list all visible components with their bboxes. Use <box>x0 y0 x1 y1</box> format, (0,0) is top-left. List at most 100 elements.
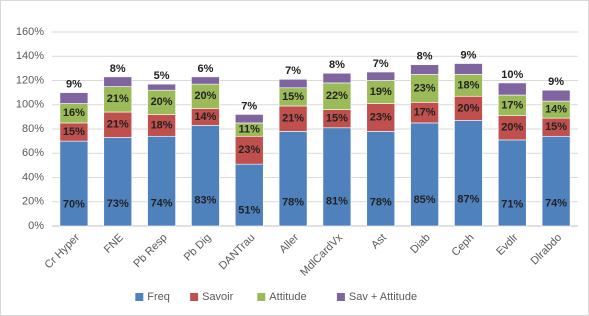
data-label: 8% <box>110 63 126 75</box>
legend-label: Savoir <box>202 291 234 303</box>
legend-label: Freq <box>147 291 170 303</box>
data-label: 7% <box>241 100 257 112</box>
y-tick-label: 140% <box>16 50 44 62</box>
data-label: 14% <box>545 104 567 116</box>
bar-segment <box>497 139 527 227</box>
bar-segment <box>147 89 176 115</box>
data-label: 15% <box>545 121 567 133</box>
bar-segment <box>103 86 133 113</box>
data-label: 23% <box>370 111 392 123</box>
legend-label: Sav + Attitude <box>349 291 417 303</box>
bar-segment <box>541 135 571 227</box>
bar-segment <box>454 120 483 227</box>
data-label: 8% <box>329 59 345 71</box>
bar-segment <box>322 72 352 84</box>
data-label: 21% <box>107 119 129 131</box>
data-label: 7% <box>373 58 389 70</box>
data-label: 74% <box>545 197 567 209</box>
data-label: 9% <box>548 76 564 88</box>
data-label: 70% <box>63 199 85 211</box>
data-label: 87% <box>457 194 479 206</box>
bar-segment <box>59 140 89 227</box>
bar-segment <box>191 76 220 85</box>
data-label: 7% <box>285 65 301 77</box>
data-label: 20% <box>151 96 173 108</box>
bar-segment <box>366 71 396 81</box>
bar-segment <box>59 92 89 104</box>
data-label: 11% <box>239 124 261 136</box>
y-tick-label: 20% <box>22 196 44 208</box>
bar-segment <box>103 137 133 227</box>
bar-segment <box>234 163 264 227</box>
bar-segment <box>234 135 264 165</box>
bar-segment <box>191 125 220 227</box>
y-tick-label: 100% <box>16 99 44 111</box>
y-tick-label: 60% <box>22 147 44 159</box>
data-label: 18% <box>151 119 173 131</box>
data-label: 16% <box>63 107 85 119</box>
data-label: 20% <box>194 90 216 102</box>
data-label: 15% <box>282 91 304 103</box>
bar-segment <box>454 63 483 75</box>
data-label: 20% <box>501 122 523 134</box>
data-label: 10% <box>501 69 523 81</box>
data-label: 15% <box>326 113 348 125</box>
bar-segment <box>103 111 133 138</box>
bar-segment <box>147 83 176 91</box>
data-label: 17% <box>501 99 523 111</box>
data-label: 23% <box>414 82 436 94</box>
data-label: 19% <box>370 86 392 98</box>
bar-segment <box>410 64 439 75</box>
bar-segment <box>278 78 308 89</box>
data-label: 78% <box>282 196 304 208</box>
data-label: 15% <box>63 126 85 138</box>
data-label: 22% <box>326 90 348 102</box>
bar-segment <box>497 115 527 141</box>
data-label: 9% <box>460 49 476 61</box>
bar-segment <box>541 89 571 102</box>
bar-segment <box>147 135 176 227</box>
data-label: 81% <box>326 195 348 207</box>
data-label: 20% <box>457 102 479 114</box>
bar-segment <box>454 95 483 121</box>
data-label: 78% <box>370 196 392 208</box>
data-label: 83% <box>194 195 216 207</box>
data-label: 51% <box>238 204 260 216</box>
bar-segment <box>322 127 352 227</box>
legend-swatch <box>135 293 144 301</box>
bar-segment <box>410 74 439 103</box>
legend-swatch <box>257 293 266 301</box>
legend-swatch <box>190 293 199 301</box>
data-label: 85% <box>414 194 436 206</box>
data-label: 8% <box>417 51 433 63</box>
y-tick-label: 40% <box>22 171 44 183</box>
data-label: 6% <box>197 63 213 75</box>
data-label: 74% <box>151 197 173 209</box>
legend-swatch <box>336 293 345 301</box>
bar-segment <box>278 131 308 227</box>
data-label: 73% <box>107 198 129 210</box>
data-label: 17% <box>414 107 436 119</box>
y-tick-label: 80% <box>22 123 44 135</box>
bar-segment <box>103 76 133 87</box>
data-label: 21% <box>107 93 129 105</box>
data-label: 21% <box>282 113 304 125</box>
bar-segment <box>322 82 352 110</box>
data-label: 71% <box>501 198 523 210</box>
bar-segment <box>366 103 396 132</box>
bar-segment <box>234 114 264 124</box>
data-label: 9% <box>66 79 82 91</box>
data-label: 23% <box>238 144 260 156</box>
y-tick-label: 120% <box>16 74 44 86</box>
y-tick-label: 160% <box>16 26 44 38</box>
bar-segment <box>366 131 396 227</box>
bar-segment <box>497 82 527 96</box>
y-tick-label: 0% <box>28 220 44 232</box>
data-label: 18% <box>457 79 479 91</box>
bar-segment <box>278 105 308 132</box>
bar-segment <box>410 122 439 227</box>
legend-label: Attitude <box>269 291 306 303</box>
data-label: 5% <box>154 70 170 82</box>
